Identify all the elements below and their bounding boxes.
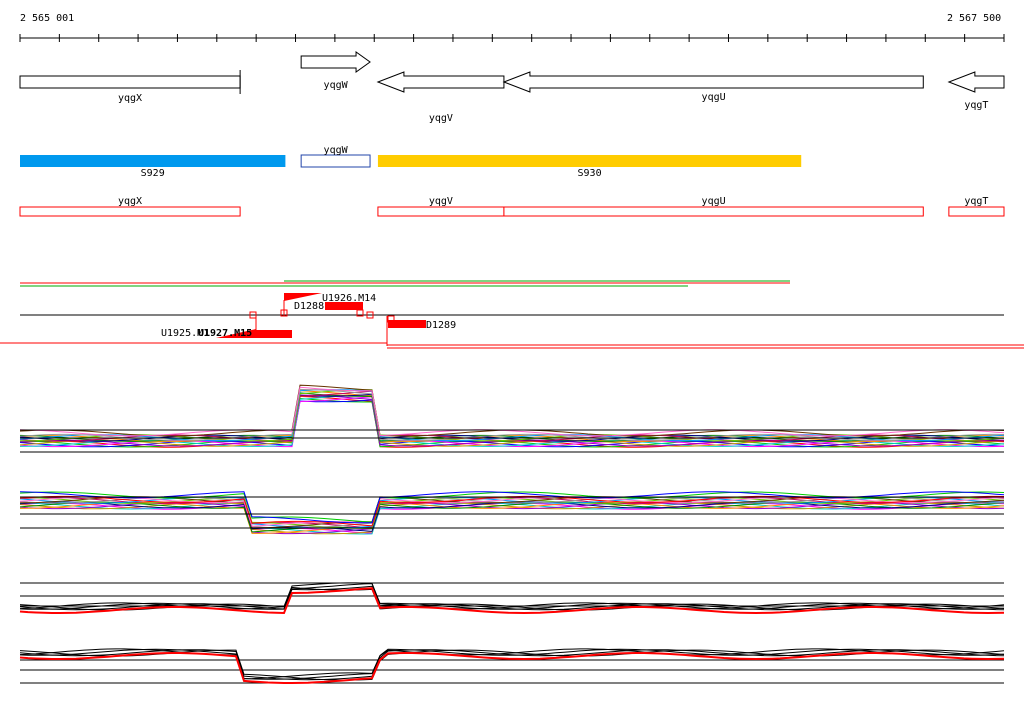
gene-arrow-yqgV[interactable] [376, 71, 505, 93]
down-block [256, 330, 292, 338]
gene-arrow-yqgU[interactable] [502, 71, 924, 93]
transcript-label-yqgX: yqgX [118, 196, 142, 207]
segment-label-yqgW: yqgW [324, 145, 349, 156]
coordinate-ruler [19, 34, 1005, 42]
profile-line [19, 587, 1005, 615]
up-triangle-marker [284, 293, 322, 301]
transcript-label-yqgU: yqgU [702, 196, 726, 207]
gene-arrow-yqgT[interactable] [947, 71, 1005, 93]
segment-yqgW[interactable] [300, 154, 371, 168]
transcript-box-yqgV[interactable] [377, 206, 505, 217]
d1289-block[interactable] [388, 320, 426, 328]
axis-start-label: 2 565 001 [20, 13, 75, 24]
u1927-label: U1927.M15 [198, 328, 252, 339]
profile-line [19, 389, 1005, 442]
profile-line [19, 389, 1005, 442]
axis-end-label: 2 567 500 [947, 13, 1002, 24]
profile-line [19, 652, 1005, 684]
segment-label-S930: S930 [578, 168, 602, 179]
profile-line [19, 390, 1005, 443]
gene-label-yqgX: yqgX [118, 93, 142, 104]
profile-line [19, 496, 1005, 529]
transcript-label-yqgT: yqgT [964, 196, 988, 207]
transcript-box-yqgU[interactable] [503, 206, 924, 217]
profile-line [19, 502, 1005, 535]
u1925-label: U1925.M1 [161, 328, 209, 339]
profile-line [19, 390, 1005, 442]
d1288-label: D1288 [294, 301, 324, 312]
transcript-box-yqgT[interactable] [948, 206, 1005, 217]
segment-track: S929 yqgW S930 [20, 145, 802, 179]
gene-label-yqgV: yqgV [429, 113, 453, 124]
feature-track: U1926.M14 D1288 D1289 U1925.M1 U1927.M15 [0, 280, 1024, 349]
segment-S930[interactable] [377, 155, 802, 167]
gene-annotation-track: yqgX yqgW yqgV yqgU yqgT [19, 51, 1005, 124]
d1289-label: D1289 [426, 320, 456, 331]
expression-profiles [19, 384, 1005, 684]
profile-line [19, 392, 1005, 442]
gene-arrow-yqgX[interactable] [19, 75, 241, 89]
junction-marker [366, 311, 374, 319]
gene-label-yqgW: yqgW [324, 80, 349, 91]
profile-line [19, 384, 1005, 437]
profile-line [19, 397, 1005, 448]
u1926-label: U1926.M14 [322, 293, 376, 304]
segment-S929[interactable] [20, 155, 286, 167]
transcript-box-track: yqgX yqgV yqgU yqgT [19, 196, 1005, 217]
junction-marker [249, 311, 257, 319]
profile-line [19, 496, 1005, 527]
d1288-block[interactable] [325, 302, 363, 310]
gene-label-yqgU: yqgU [702, 92, 726, 103]
profile-line [19, 394, 1005, 447]
gene-arrow-yqgW[interactable] [300, 51, 371, 73]
down-triangle-marker [216, 329, 256, 338]
profile-line [19, 388, 1005, 441]
gene-label-yqgT: yqgT [964, 100, 988, 111]
transcript-box-yqgX[interactable] [19, 206, 241, 217]
transcript-label-yqgV: yqgV [429, 196, 453, 207]
junction-marker [356, 309, 364, 317]
profile-line [19, 386, 1005, 437]
profile-line [19, 501, 1005, 533]
segment-label-S929: S929 [141, 168, 165, 179]
profile-line [19, 491, 1005, 524]
